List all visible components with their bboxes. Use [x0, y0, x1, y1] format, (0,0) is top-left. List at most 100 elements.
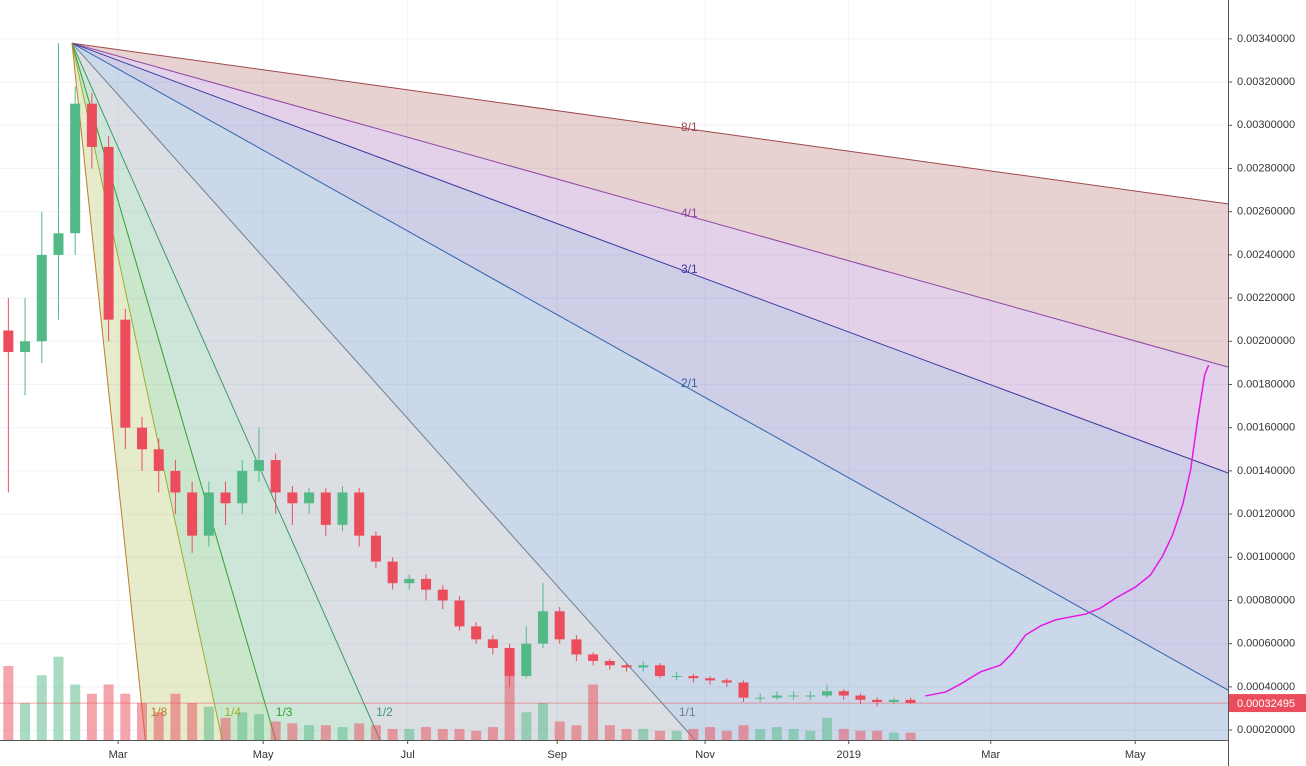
y-tick-label: 0.00200000: [1237, 335, 1295, 347]
volume-bar: [487, 727, 498, 740]
fan-line: [71, 42, 1229, 205]
volume-bar: [905, 732, 916, 740]
candle-body: [70, 103, 81, 234]
candle-body: [822, 691, 833, 696]
candle-body: [237, 470, 248, 504]
candle-body: [604, 660, 615, 666]
fan-label: 1/3: [276, 705, 293, 719]
volume-bar: [220, 717, 231, 740]
volume-bar: [153, 712, 164, 740]
fan-label: 3/1: [681, 262, 698, 276]
candle-body: [86, 103, 97, 147]
volume-bar: [70, 684, 81, 740]
fan-zone: [72, 43, 223, 740]
volume-bar: [287, 723, 298, 740]
candle-body: [187, 492, 198, 536]
candle-body: [170, 470, 181, 493]
x-tick-label: Nov: [695, 749, 715, 761]
volume-bar: [187, 703, 198, 740]
volume-bar: [621, 728, 632, 740]
volume-bar: [320, 725, 331, 740]
candle-body: [771, 695, 782, 698]
candle-body: [721, 680, 732, 683]
volume-bar: [872, 730, 883, 740]
last-price-box: [1229, 694, 1306, 713]
candle-body: [888, 699, 899, 702]
fan-line: [71, 42, 696, 741]
y-tick-label: 0.00140000: [1237, 465, 1295, 477]
candle-body: [872, 699, 883, 702]
fan-zone: [72, 43, 1228, 740]
volume-bar: [721, 730, 732, 740]
volume-bar: [36, 675, 47, 740]
gann-fan-layer: [71, 42, 1229, 741]
fan-label: 1/8: [151, 705, 168, 719]
y-tick-label: 0.00300000: [1237, 119, 1295, 131]
candle-body: [588, 654, 599, 661]
volume-bar: [688, 728, 699, 740]
volume-bar: [738, 725, 749, 740]
candle-body: [20, 341, 31, 353]
volume-bar: [253, 714, 264, 740]
candle-body: [788, 695, 799, 697]
overlay-layer: 8/1 4/1 3/1 2/1 1/1 1/2 1/3 1/4 1/8: [0, 120, 1228, 719]
fan-line: [71, 42, 1229, 474]
fan-label: 8/1: [681, 120, 698, 134]
candle-body: [454, 600, 465, 627]
volume-bar: [137, 703, 148, 740]
y-tick-label: 0.00320000: [1237, 76, 1295, 88]
candle-body: [337, 492, 348, 525]
y-tick-label: 0.00160000: [1237, 422, 1295, 434]
fan-line: [71, 42, 1229, 691]
volume-bar: [237, 712, 248, 740]
fan-line: [71, 43, 146, 741]
volume-bar: [571, 725, 582, 740]
fan-label: 1/4: [224, 705, 241, 719]
y-tick-label: 0.00040000: [1237, 681, 1295, 693]
candle-body: [688, 676, 699, 679]
y-tick-label: 0.00340000: [1237, 33, 1295, 45]
candle-body: [905, 699, 916, 704]
candle-body: [838, 691, 849, 696]
candle-body: [504, 647, 515, 677]
volume-bar: [270, 721, 281, 740]
last-price-label: 0.00032495: [1237, 698, 1295, 710]
x-tick-label: Sep: [547, 749, 567, 761]
volume-bar: [20, 703, 31, 740]
candle-body: [705, 678, 716, 681]
y-tick-label: 0.00060000: [1237, 638, 1295, 650]
volume-bar: [504, 675, 515, 740]
y-tick-label: 0.00120000: [1237, 508, 1295, 520]
volume-bar: [337, 727, 348, 740]
volume-bar: [554, 721, 565, 740]
volume-bar: [755, 728, 766, 740]
x-tick-label: 2019: [836, 749, 860, 761]
candle-body: [253, 460, 264, 471]
y-tick-label: 0.00280000: [1237, 162, 1295, 174]
candle-body: [738, 682, 749, 698]
volume-bar: [86, 693, 97, 740]
volume-bar: [521, 712, 532, 740]
volume-bar: [788, 728, 799, 740]
volume-bar: [838, 728, 849, 740]
candle-body: [537, 611, 549, 644]
volume-bar: [370, 725, 381, 740]
candle-body: [53, 233, 64, 255]
candle-body: [220, 492, 231, 504]
y-tick-label: 0.00020000: [1237, 724, 1295, 736]
volume-bar: [888, 732, 899, 740]
volume-bar: [170, 693, 181, 740]
candle-body: [571, 639, 582, 655]
volume-bar: [537, 703, 549, 740]
volume-bar: [103, 684, 114, 740]
y-tick-label: 0.00100000: [1237, 551, 1295, 563]
candle-body: [36, 254, 47, 342]
x-tick-label: May: [253, 749, 274, 761]
candle-body: [3, 330, 14, 353]
candle-body: [304, 492, 315, 504]
y-tick-label: 0.00080000: [1237, 594, 1295, 606]
candle-body: [421, 578, 432, 590]
candle-body: [120, 319, 131, 428]
candle-body: [404, 578, 415, 584]
volume-bar: [654, 730, 665, 740]
